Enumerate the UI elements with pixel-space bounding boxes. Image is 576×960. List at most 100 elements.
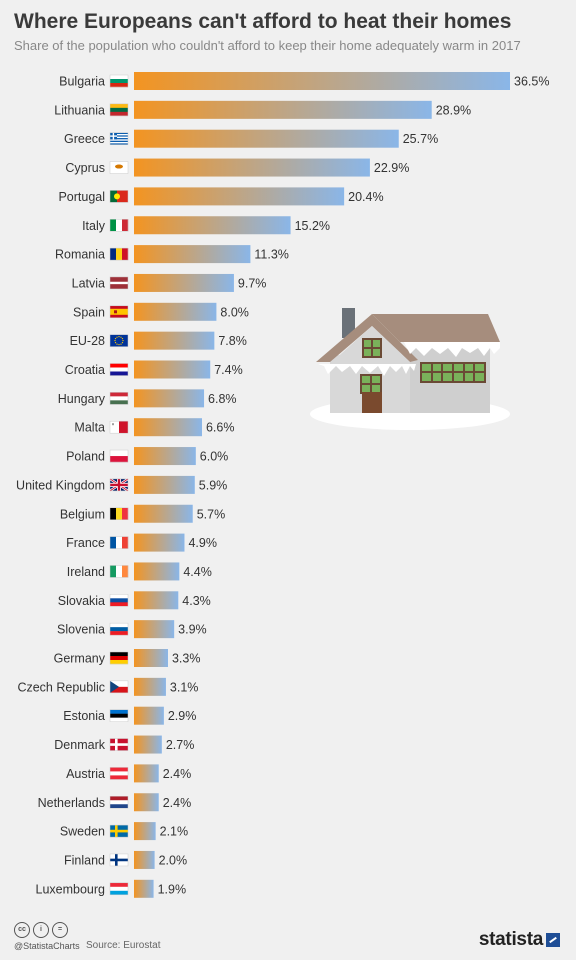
bar-eu-28 — [134, 331, 215, 350]
category-label-france: France — [66, 536, 105, 550]
category-label-slovenia: Slovenia — [57, 623, 105, 637]
bar-finland — [134, 850, 155, 869]
category-label-netherlands: Netherlands — [38, 796, 105, 810]
slovenia-flag-icon — [109, 622, 129, 636]
bar-united-kingdom — [134, 475, 195, 494]
lithuania-flag-icon — [109, 103, 129, 117]
category-label-estonia: Estonia — [63, 709, 105, 723]
value-label-portugal: 20.4% — [348, 190, 383, 204]
bar-slovakia — [134, 591, 179, 610]
value-label-slovenia: 3.9% — [178, 623, 207, 637]
bar-malta — [134, 418, 202, 437]
bar-chart: Bulgaria 36.5% Lithuania 28.9% Greece 25.7% Cy… — [16, 72, 549, 898]
bar-poland — [134, 447, 196, 466]
category-label-eu-28: EU-28 — [70, 334, 105, 348]
attribution-icon: i — [33, 922, 49, 938]
window-left-frame — [362, 376, 380, 392]
value-label-luxembourg: 1.9% — [158, 882, 187, 896]
bar-estonia — [134, 706, 164, 725]
category-label-denmark: Denmark — [54, 738, 105, 752]
category-label-italy: Italy — [82, 219, 106, 233]
bar-spain — [134, 302, 217, 321]
category-label-ireland: Ireland — [67, 565, 105, 579]
category-label-greece: Greece — [64, 132, 105, 146]
category-label-croatia: Croatia — [65, 363, 105, 377]
category-label-slovakia: Slovakia — [58, 594, 105, 608]
austria-flag-icon — [109, 767, 129, 780]
czech-republic-flag-icon — [109, 680, 129, 694]
italy-flag-icon — [109, 219, 129, 232]
cyprus-flag-icon — [109, 161, 129, 174]
bars-group: Bulgaria 36.5% Lithuania 28.9% Greece 25.7% Cy… — [16, 72, 549, 898]
value-label-ireland: 4.4% — [183, 565, 212, 579]
value-label-spain: 8.0% — [220, 305, 249, 319]
chart-title: Where Europeans can't afford to heat the… — [14, 10, 512, 33]
category-label-united-kingdom: United Kingdom — [16, 478, 105, 492]
logo-text: statista — [478, 929, 543, 950]
bar-germany — [134, 649, 168, 667]
category-label-luxembourg: Luxembourg — [36, 882, 106, 896]
ireland-flag-icon — [109, 565, 129, 578]
value-label-netherlands: 2.4% — [163, 796, 192, 810]
value-label-united-kingdom: 5.9% — [199, 478, 228, 492]
bar-lithuania — [134, 100, 432, 119]
belgium-flag-icon — [109, 507, 129, 520]
bar-romania — [134, 245, 251, 264]
bar-france — [134, 533, 185, 552]
door — [362, 392, 382, 413]
statista-logo[interactable]: statista — [479, 929, 560, 951]
value-label-italy: 15.2% — [295, 219, 330, 233]
estonia-flag-icon — [109, 709, 129, 722]
denmark-flag-icon — [109, 738, 129, 751]
no-derivatives-icon: = — [52, 922, 68, 938]
bar-cyprus — [134, 158, 370, 177]
eu-28-flag-icon — [109, 334, 129, 347]
value-label-poland: 6.0% — [200, 450, 229, 464]
bar-portugal — [134, 187, 345, 206]
value-label-finland: 2.0% — [159, 853, 188, 867]
value-label-estonia: 2.9% — [168, 709, 197, 723]
chart-subtitle: Share of the population who couldn't aff… — [14, 38, 521, 53]
croatia-flag-icon — [109, 363, 129, 376]
roof-right — [372, 314, 500, 342]
icicles-right — [404, 342, 500, 357]
value-label-slovakia: 4.3% — [182, 594, 211, 608]
portugal-flag-icon — [109, 190, 129, 203]
category-label-malta: Malta — [74, 421, 105, 435]
category-label-hungary: Hungary — [58, 392, 106, 406]
spain-flag-icon — [109, 305, 129, 319]
value-label-sweden: 2.1% — [160, 825, 189, 839]
value-label-germany: 3.3% — [172, 652, 201, 666]
bar-sweden — [134, 822, 156, 841]
value-label-france: 4.9% — [188, 536, 217, 550]
category-label-latvia: Latvia — [72, 276, 105, 290]
bar-bulgaria — [134, 72, 510, 90]
roof-left — [316, 314, 418, 362]
bar-croatia — [134, 360, 211, 379]
value-label-latvia: 9.7% — [238, 276, 266, 290]
bar-ireland — [134, 562, 180, 581]
value-label-cyprus: 22.9% — [374, 161, 409, 175]
greece-flag-icon — [109, 132, 129, 145]
category-label-lithuania: Lithuania — [54, 103, 105, 117]
icicles — [318, 364, 416, 376]
category-label-portugal: Portugal — [58, 190, 105, 204]
cc-icon: cc — [14, 922, 30, 938]
value-label-malta: 6.6% — [206, 421, 235, 435]
luxembourg-flag-icon — [109, 882, 129, 896]
hungary-flag-icon — [109, 392, 129, 405]
value-label-croatia: 7.4% — [214, 363, 243, 377]
bar-greece — [134, 129, 399, 148]
category-label-romania: Romania — [55, 248, 105, 262]
license-icons: cc i = — [14, 922, 68, 938]
slovakia-flag-icon — [109, 594, 129, 607]
category-label-finland: Finland — [64, 853, 105, 867]
chimney — [342, 308, 355, 338]
category-label-spain: Spain — [73, 305, 105, 319]
bar-latvia — [134, 273, 234, 292]
bulgaria-flag-icon — [109, 74, 129, 88]
romania-flag-icon — [109, 247, 129, 261]
value-label-denmark: 2.7% — [166, 738, 195, 752]
source-note: Source: Eurostat — [86, 940, 161, 951]
value-label-austria: 2.4% — [163, 767, 192, 781]
